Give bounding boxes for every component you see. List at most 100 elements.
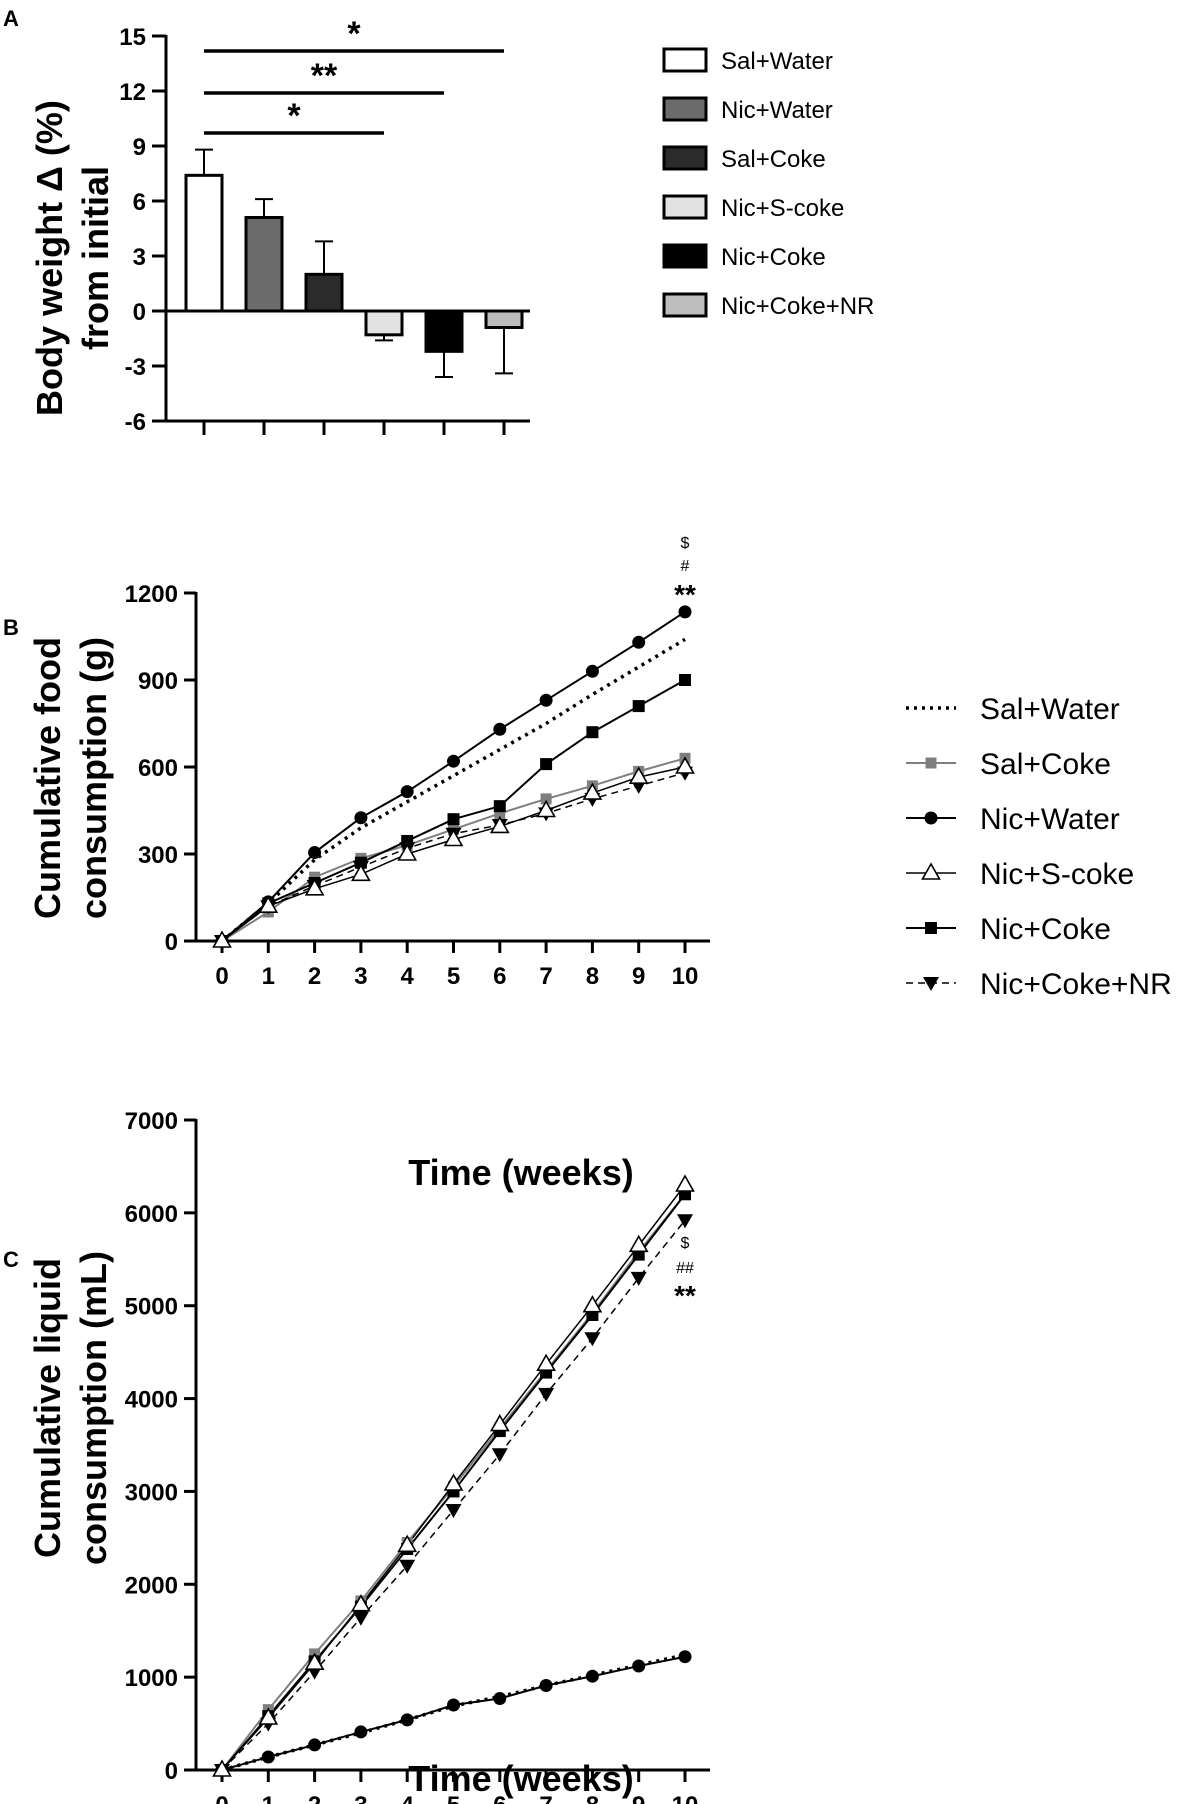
legend-b-label-sal-plus-coke: Sal+Coke bbox=[980, 748, 1111, 781]
bar-nic-plus-coke bbox=[424, 309, 464, 353]
panel-b-point-nic-plus-water bbox=[493, 722, 507, 736]
panel-a-legend: Sal+Water Nic+Water Sal+Coke Nic+S-coke Nic+… bbox=[662, 47, 874, 320]
panel-c-point-nic-plus-water bbox=[400, 1713, 414, 1727]
panel-c-point-nic-plus-s-coke bbox=[443, 1473, 464, 1491]
legend-a-label-sal-plus-water: Sal+Water bbox=[721, 48, 833, 75]
legend-b-label-nic-plus-coke-plus-nr: Nic+Coke+NR bbox=[980, 968, 1172, 1001]
panel-c-point-nic-plus-coke-plus-nr bbox=[538, 1387, 555, 1402]
legend-b-label-nic-plus-water: Nic+Water bbox=[980, 803, 1120, 836]
panel-c-y-tick-label: 5000 bbox=[125, 1294, 178, 1321]
panel-c-annotation: ## bbox=[676, 1260, 694, 1277]
panel-b-y-tick-label: 0 bbox=[165, 929, 178, 956]
panel-b-y-tick-label: 900 bbox=[138, 668, 178, 695]
panel-a-y-tick-label: 3 bbox=[133, 244, 146, 271]
panel-b-annotation: ** bbox=[674, 579, 696, 610]
legend-a-label-nic-plus-coke-plus-nr: Nic+Coke+NR bbox=[721, 293, 874, 320]
panel-b-point-nic-plus-coke bbox=[540, 758, 553, 771]
panel-b-point-nic-plus-water bbox=[400, 785, 414, 799]
panel-b-point-nic-plus-water bbox=[585, 664, 599, 678]
panel-c-y-tick-label: 0 bbox=[165, 1758, 178, 1785]
panel-b-point-nic-plus-coke bbox=[401, 834, 414, 847]
panel-c-point-nic-plus-s-coke bbox=[304, 1652, 325, 1671]
panel-c-point-nic-plus-coke-plus-nr bbox=[352, 1611, 369, 1626]
panel-c-point-nic-plus-water bbox=[678, 1650, 692, 1664]
legend-b-marker-nic-plus-water bbox=[924, 811, 938, 825]
panel-b-point-sal-plus-coke bbox=[494, 807, 506, 819]
panel-a-y-tick-label: 15 bbox=[119, 24, 146, 51]
panel-a-bar-chart: Body weight Δ (%) from initial Sal+Water… bbox=[29, 15, 874, 436]
panel-a-significance-label: * bbox=[347, 15, 361, 53]
panel-b-point-nic-plus-coke bbox=[354, 856, 367, 869]
panel-a-y-tick-label: -3 bbox=[125, 354, 146, 381]
panel-c-x-tick-label: 5 bbox=[447, 1792, 460, 1804]
panel-b-point-nic-plus-s-coke bbox=[536, 799, 556, 818]
panel-b-point-nic-plus-s-coke bbox=[582, 782, 603, 800]
panel-a-y-tick-label: 6 bbox=[133, 189, 146, 216]
panel-c-y-tick-label: 6000 bbox=[125, 1201, 178, 1228]
panel-b-line-chart: Cumulative food consumption (g) Time (we… bbox=[27, 535, 1172, 1193]
legend-a-swatch-sal-plus-coke bbox=[662, 145, 708, 171]
panel-c-line-chart: Cumulative liquid consumption (mL) Time … bbox=[27, 1108, 710, 1804]
panel-b-point-sal-plus-coke bbox=[540, 793, 552, 805]
panel-b-point-nic-plus-s-coke bbox=[675, 756, 695, 774]
panel-a-significance-label: ** bbox=[311, 57, 338, 95]
panel-c-point-nic-plus-water bbox=[493, 1692, 507, 1705]
panel-b-ylabel-line1: Cumulative food bbox=[27, 637, 68, 919]
panel-b-x-tick-label: 3 bbox=[354, 963, 367, 990]
legend-b-marker-nic-plus-coke bbox=[925, 922, 937, 934]
panel-c-point-nic-plus-water bbox=[585, 1669, 599, 1683]
panel-c-point-nic-plus-coke-plus-nr bbox=[491, 1448, 508, 1463]
panel-b-x-tick-label: 10 bbox=[672, 963, 699, 990]
panel-c-point-nic-plus-water bbox=[308, 1738, 322, 1752]
panel-letter-c: C bbox=[3, 1247, 19, 1272]
panel-c-ylabel-line1: Cumulative liquid bbox=[27, 1258, 68, 1558]
panel-b-x-tick-label: 1 bbox=[262, 963, 275, 990]
bar-nic-plus-s-coke bbox=[364, 309, 404, 337]
panel-b-x-tick-label: 8 bbox=[586, 963, 599, 990]
panel-b-y-tick-label: 1200 bbox=[125, 581, 178, 608]
panel-b-series-line-nic-plus-water bbox=[221, 611, 686, 942]
panel-c-point-nic-plus-coke-plus-nr bbox=[399, 1559, 416, 1574]
panel-c-x-tick-label: 9 bbox=[632, 1792, 645, 1804]
panel-c-x-tick-label: 4 bbox=[401, 1792, 415, 1804]
bar-sal-plus-water bbox=[184, 173, 224, 313]
panel-b-point-nic-plus-s-coke bbox=[397, 843, 418, 861]
legend-a-label-nic-plus-water: Nic+Water bbox=[721, 97, 833, 124]
panel-b-series-line-sal-plus-water bbox=[220, 637, 686, 943]
panel-b-point-nic-plus-s-coke bbox=[258, 895, 279, 914]
panel-c-point-nic-plus-water bbox=[447, 1698, 460, 1712]
panel-c-y-tick-label: 7000 bbox=[125, 1108, 178, 1135]
panel-c-x-tick-label: 6 bbox=[493, 1792, 506, 1804]
panel-c-y-tick-label: 1000 bbox=[125, 1665, 178, 1692]
panel-c-annotation: $ bbox=[681, 1235, 690, 1252]
legend-a-swatch-sal-plus-water bbox=[662, 47, 708, 73]
panel-b-point-nic-plus-coke bbox=[493, 800, 506, 813]
panel-c-point-nic-plus-water bbox=[539, 1679, 553, 1692]
panel-b-x-tick-label: 7 bbox=[539, 963, 552, 990]
panel-b-ylabel-line2: consumption (g) bbox=[73, 637, 114, 919]
panel-b-point-nic-plus-water bbox=[539, 693, 553, 707]
panel-c-point-nic-plus-water bbox=[632, 1659, 646, 1673]
panel-c-point-nic-plus-coke-plus-nr bbox=[677, 1214, 693, 1229]
panel-b-point-nic-plus-s-coke bbox=[212, 930, 232, 948]
legend-a-swatch-nic-plus-water bbox=[662, 96, 708, 122]
panel-b-x-tick-label: 0 bbox=[215, 963, 228, 990]
legend-b-label-nic-plus-s-coke: Nic+S-coke bbox=[980, 858, 1134, 891]
panel-b-point-nic-plus-water bbox=[354, 811, 368, 825]
panel-c-y-tick-label: 3000 bbox=[125, 1479, 178, 1506]
panel-b-annotation: $ bbox=[681, 535, 690, 552]
panel-c-point-nic-plus-s-coke bbox=[258, 1707, 279, 1725]
legend-a-swatch-nic-plus-coke bbox=[662, 243, 708, 269]
panel-c-point-nic-plus-s-coke bbox=[628, 1234, 649, 1253]
panel-b-point-nic-plus-s-coke bbox=[351, 863, 371, 882]
panel-c-x-tick-label: 7 bbox=[539, 1792, 552, 1804]
panel-c-x-tick-label: 10 bbox=[672, 1792, 699, 1804]
panel-c-point-nic-plus-s-coke bbox=[675, 1174, 695, 1192]
legend-a-swatch-nic-plus-coke-plus-nr bbox=[662, 292, 708, 318]
panel-a-y-tick-label: 9 bbox=[133, 134, 146, 161]
panel-b-legend: Sal+Water Sal+Coke Nic+Water Nic+S-coke Nic+… bbox=[906, 693, 1172, 1001]
panel-c-x-tick-label: 0 bbox=[215, 1792, 228, 1804]
legend-a-label-sal-plus-coke: Sal+Coke bbox=[721, 146, 826, 173]
panel-a-significance-label: * bbox=[287, 97, 301, 135]
